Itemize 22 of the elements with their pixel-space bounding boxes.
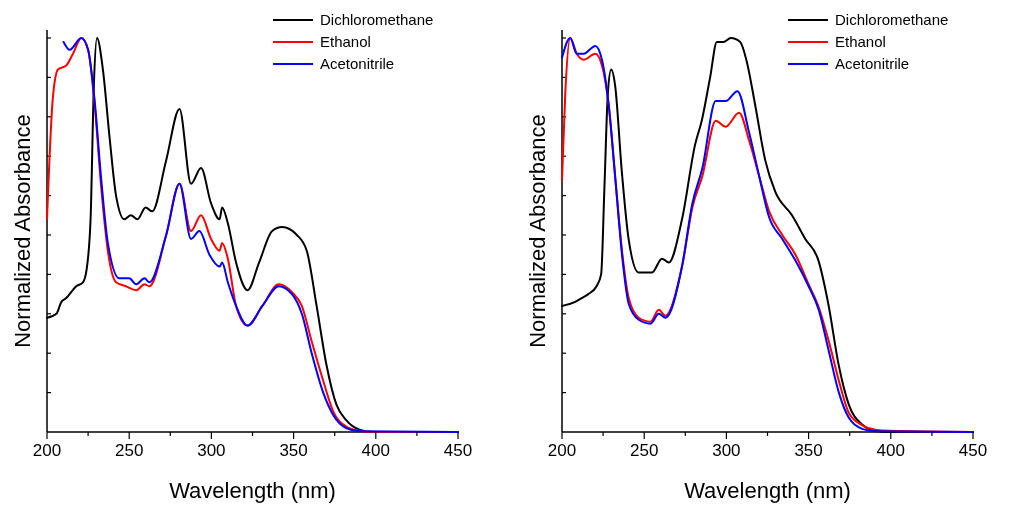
y-axis-title: Normalized Absorbance xyxy=(10,114,35,348)
x-tick-label: 350 xyxy=(279,441,308,460)
x-tick-label: 200 xyxy=(547,441,577,460)
x-tick-label: 400 xyxy=(876,441,905,460)
legend-label: Dichloromethane xyxy=(320,11,434,28)
x-tick-label: 200 xyxy=(32,441,62,460)
x-tick-label: 400 xyxy=(361,441,390,460)
x-tick-label: 450 xyxy=(958,441,988,460)
legend-label: Ethanol xyxy=(320,33,371,50)
legend-label: Acetonitrile xyxy=(835,55,910,72)
legend-label: Acetonitrile xyxy=(320,55,395,72)
x-tick-label: 450 xyxy=(443,441,473,460)
x-tick-label: 300 xyxy=(197,441,226,460)
legend-label: Dichloromethane xyxy=(835,11,949,28)
x-tick-label: 350 xyxy=(794,441,823,460)
legend-label: Ethanol xyxy=(835,33,886,50)
x-axis-title: Wavelength (nm) xyxy=(684,478,851,503)
x-tick-label: 250 xyxy=(630,441,659,460)
x-tick-label: 250 xyxy=(115,441,144,460)
x-axis-title: Wavelength (nm) xyxy=(169,478,336,503)
y-axis-title: Normalized Absorbance xyxy=(525,114,550,348)
x-tick-label: 300 xyxy=(712,441,741,460)
